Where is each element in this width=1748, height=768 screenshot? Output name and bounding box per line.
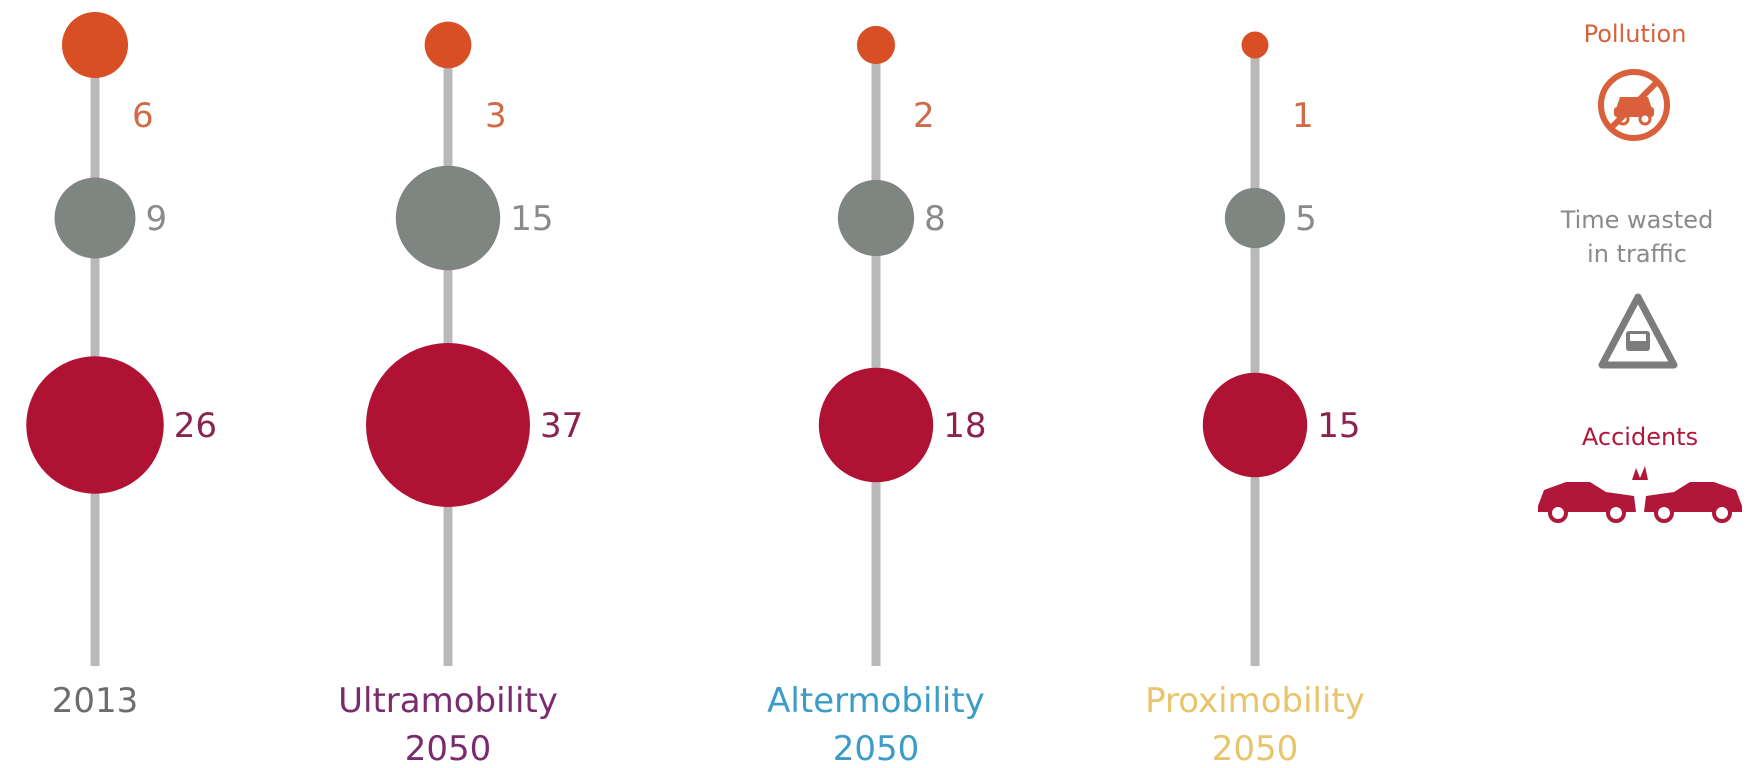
legend: Pollution Time wasted in traffic Acciden… bbox=[1538, 20, 1742, 523]
pollution-bubble bbox=[61, 11, 129, 79]
accidents-value-label: 18 bbox=[943, 406, 986, 446]
scenario-label: Altermobility bbox=[767, 681, 985, 721]
accidents-value-label: 15 bbox=[1317, 406, 1360, 446]
accidents-value-label: 37 bbox=[540, 406, 583, 446]
pollution-value-label: 3 bbox=[485, 96, 507, 136]
time-wasted-value-label: 15 bbox=[510, 199, 553, 239]
scenario-year-label: 2050 bbox=[1212, 729, 1299, 768]
legend-time-wasted-label-line2: in traffic bbox=[1587, 240, 1687, 268]
time-wasted-value-label: 8 bbox=[924, 199, 946, 239]
scenario-label: Proximobility bbox=[1145, 681, 1365, 721]
time-wasted-bubble bbox=[837, 179, 915, 257]
accidents-value-label: 26 bbox=[174, 406, 217, 446]
time-wasted-value-label: 5 bbox=[1295, 199, 1317, 239]
legend-time-wasted-label-line1: Time wasted bbox=[1560, 206, 1714, 234]
accidents-bubble bbox=[26, 356, 164, 494]
car-crash-icon bbox=[1538, 466, 1742, 523]
pollution-bubble bbox=[856, 25, 896, 65]
time-wasted-value-label: 9 bbox=[145, 199, 167, 239]
pollution-bubble bbox=[1241, 31, 1269, 59]
time-wasted-bubble bbox=[395, 165, 501, 271]
time-wasted-bubble bbox=[1224, 187, 1286, 249]
time-wasted-bubble bbox=[54, 177, 136, 259]
no-car-icon bbox=[1598, 69, 1670, 141]
scenario-year-label: 2050 bbox=[405, 729, 492, 768]
pollution-value-label: 6 bbox=[132, 96, 154, 136]
scenario-label: 2013 bbox=[52, 681, 139, 721]
accidents-bubble bbox=[818, 367, 934, 483]
scenario-column: 2 8 18 Altermobility 2050 bbox=[767, 25, 986, 768]
traffic-warning-icon bbox=[1598, 293, 1678, 369]
accidents-bubble bbox=[366, 343, 530, 507]
legend-accidents-label: Accidents bbox=[1582, 423, 1698, 451]
pollution-bubble bbox=[424, 21, 472, 69]
scenario-column: 6 9 26 2013 bbox=[26, 11, 217, 721]
legend-pollution-label: Pollution bbox=[1584, 20, 1687, 48]
pollution-value-label: 1 bbox=[1292, 96, 1314, 136]
pollution-value-label: 2 bbox=[913, 96, 935, 136]
scenario-columns: 6926201331537Ultramobility20502818Alterm… bbox=[26, 11, 1365, 768]
scenario-column: 3 15 37 Ultramobility 2050 bbox=[338, 21, 583, 768]
scenario-year-label: 2050 bbox=[833, 729, 920, 768]
scenario-label: Ultramobility bbox=[338, 681, 558, 721]
accidents-bubble bbox=[1202, 372, 1308, 478]
